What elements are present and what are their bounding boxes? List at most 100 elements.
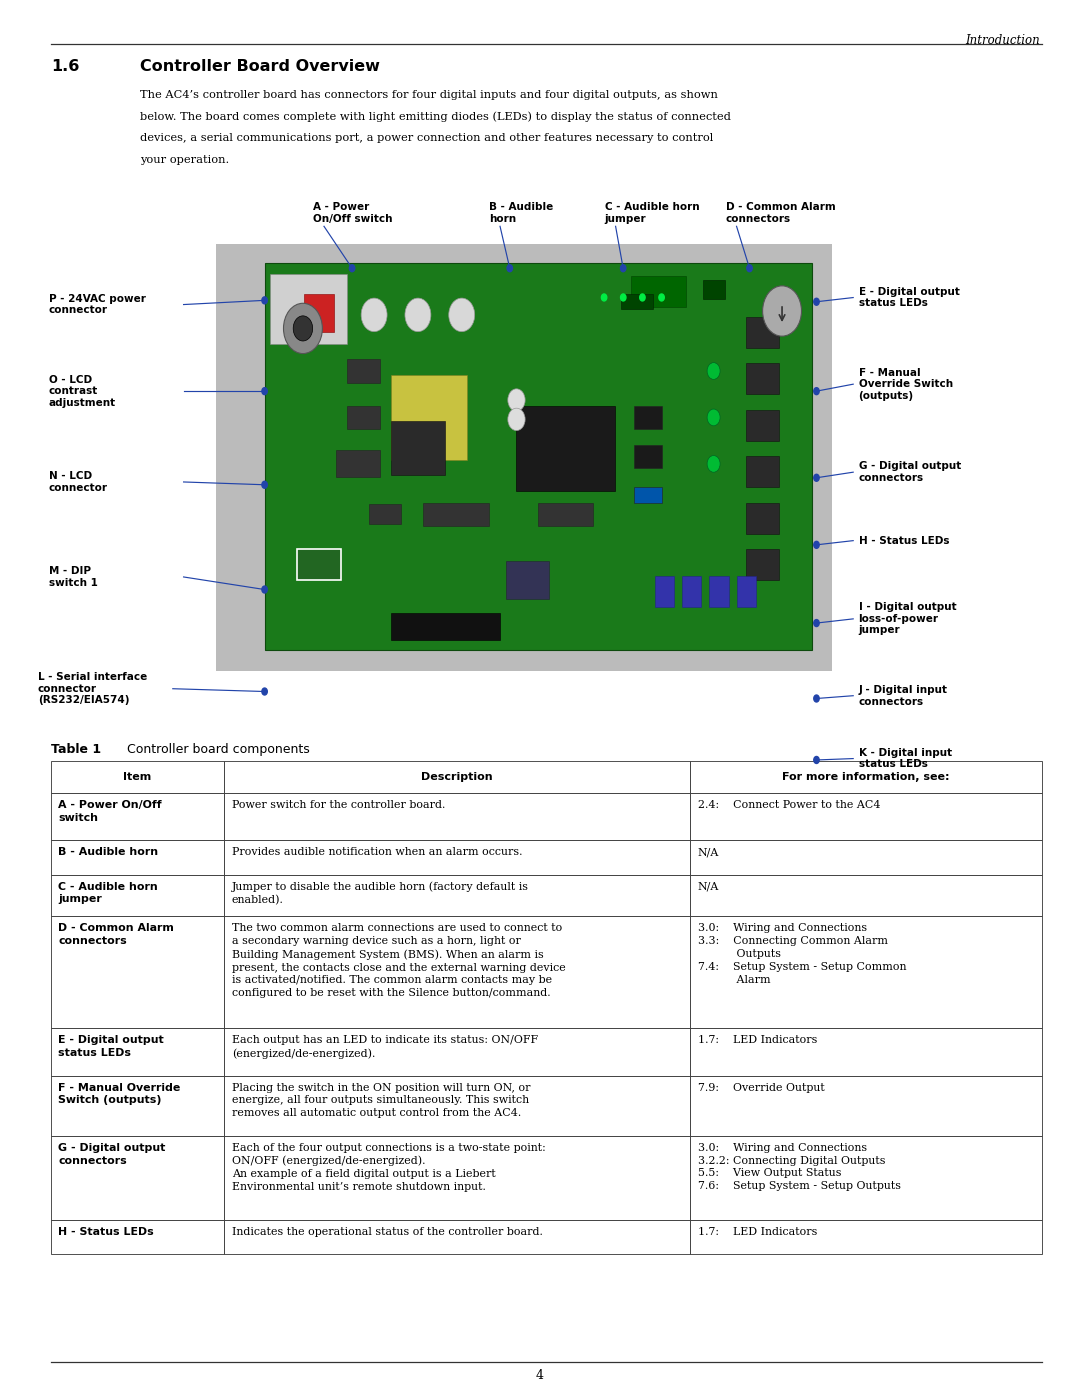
Bar — [347, 359, 379, 383]
Text: 1.7:    LED Indicators: 1.7: LED Indicators — [698, 1035, 818, 1045]
Text: D - Common Alarm
connectors: D - Common Alarm connectors — [726, 203, 836, 224]
Text: devices, a serial communications port, a power connection and other features nec: devices, a serial communications port, a… — [140, 134, 714, 144]
Text: K - Digital input
status LEDs: K - Digital input status LEDs — [859, 747, 951, 770]
Text: 4: 4 — [536, 1369, 544, 1382]
Bar — [51, 793, 225, 841]
Circle shape — [814, 620, 820, 626]
Circle shape — [639, 293, 645, 300]
Text: Indicates the operational status of the controller board.: Indicates the operational status of the … — [232, 1227, 542, 1236]
Circle shape — [262, 481, 268, 489]
Circle shape — [602, 293, 607, 300]
Circle shape — [262, 298, 268, 305]
Bar — [746, 409, 780, 440]
Circle shape — [508, 388, 525, 411]
Text: G - Digital output
connectors: G - Digital output connectors — [859, 461, 961, 483]
Circle shape — [508, 408, 525, 430]
Text: your operation.: your operation. — [140, 155, 230, 165]
Bar — [690, 1220, 1042, 1255]
Bar — [539, 503, 593, 525]
Bar — [423, 503, 489, 525]
Text: L - Serial interface
connector
(RS232/EIA574): L - Serial interface connector (RS232/EI… — [38, 672, 147, 705]
Circle shape — [814, 298, 820, 306]
Bar — [216, 244, 832, 671]
Text: 3.0:    Wiring and Connections
3.2.2: Connecting Digital Outputs
5.5:    View Ou: 3.0: Wiring and Connections 3.2.2: Conne… — [698, 1143, 901, 1192]
Bar — [391, 613, 500, 640]
Bar — [690, 793, 1042, 841]
Circle shape — [262, 388, 268, 395]
Circle shape — [508, 264, 513, 271]
Text: Controller board components: Controller board components — [107, 743, 310, 756]
Bar — [654, 576, 674, 608]
Bar — [51, 916, 225, 1028]
Circle shape — [262, 587, 268, 594]
Text: H - Status LEDs: H - Status LEDs — [859, 535, 949, 546]
Text: I - Digital output
loss-of-power
jumper: I - Digital output loss-of-power jumper — [859, 602, 956, 636]
Text: F - Manual Override
Switch (outputs): F - Manual Override Switch (outputs) — [58, 1083, 180, 1105]
Text: N - LCD
connector: N - LCD connector — [49, 471, 108, 493]
Bar — [225, 875, 690, 916]
Circle shape — [350, 264, 354, 271]
Circle shape — [814, 757, 820, 763]
Bar — [634, 488, 662, 503]
Bar — [225, 1220, 690, 1255]
Circle shape — [449, 298, 475, 331]
Text: B - Audible horn: B - Audible horn — [58, 847, 159, 858]
Bar — [225, 1136, 690, 1220]
Bar — [746, 455, 780, 488]
Text: D - Common Alarm
connectors: D - Common Alarm connectors — [58, 923, 174, 946]
Text: The AC4’s controller board has connectors for four digital inputs and four digit: The AC4’s controller board has connector… — [140, 91, 718, 101]
Bar — [347, 405, 379, 429]
Bar — [621, 293, 653, 309]
Bar — [746, 317, 780, 348]
Text: 1.7:    LED Indicators: 1.7: LED Indicators — [698, 1227, 818, 1236]
Bar — [51, 1136, 225, 1220]
Bar — [710, 576, 729, 608]
Text: The two common alarm connections are used to connect to
a secondary warning devi: The two common alarm connections are use… — [232, 923, 566, 999]
Text: E - Digital output
status LEDs: E - Digital output status LEDs — [859, 286, 959, 309]
Bar — [690, 1136, 1042, 1220]
Circle shape — [620, 264, 626, 271]
Text: A - Power
On/Off switch: A - Power On/Off switch — [313, 203, 393, 224]
Text: G - Digital output
connectors: G - Digital output connectors — [58, 1143, 165, 1165]
Text: Provides audible notification when an alarm occurs.: Provides audible notification when an al… — [232, 847, 523, 858]
Bar — [690, 761, 1042, 793]
Circle shape — [707, 363, 720, 380]
Bar — [225, 1076, 690, 1136]
Text: 1.6: 1.6 — [51, 59, 79, 74]
Bar — [690, 1076, 1042, 1136]
Circle shape — [762, 286, 801, 337]
Text: For more information, see:: For more information, see: — [783, 773, 950, 782]
Circle shape — [814, 475, 820, 481]
Text: Power switch for the controller board.: Power switch for the controller board. — [232, 799, 445, 810]
Bar — [336, 450, 379, 478]
Text: E - Digital output
status LEDs: E - Digital output status LEDs — [58, 1035, 164, 1058]
Text: P - 24VAC power
connector: P - 24VAC power connector — [49, 293, 146, 316]
Text: A - Power On/Off
switch: A - Power On/Off switch — [58, 799, 162, 823]
Text: Controller Board Overview: Controller Board Overview — [140, 59, 380, 74]
Bar — [51, 875, 225, 916]
Bar — [690, 1028, 1042, 1076]
Bar — [746, 363, 780, 394]
Text: Item: Item — [123, 773, 151, 782]
Text: F - Manual
Override Switch
(outputs): F - Manual Override Switch (outputs) — [859, 367, 953, 401]
Text: Table 1: Table 1 — [51, 743, 100, 756]
Text: 3.0:    Wiring and Connections
3.3:    Connecting Common Alarm
           Output: 3.0: Wiring and Connections 3.3: Connect… — [698, 923, 906, 985]
Text: Introduction: Introduction — [966, 35, 1040, 47]
Circle shape — [659, 293, 664, 300]
Bar — [225, 793, 690, 841]
Bar — [305, 293, 335, 332]
Text: Each of the four output connections is a two-state point:
ON/OFF (energized/de-e: Each of the four output connections is a… — [232, 1143, 545, 1192]
Circle shape — [707, 455, 720, 472]
Bar — [391, 422, 445, 475]
Text: Each output has an LED to indicate its status: ON/OFF
(energized/de-energized).: Each output has an LED to indicate its s… — [232, 1035, 538, 1059]
Bar — [270, 274, 347, 344]
Bar — [297, 549, 341, 580]
Bar — [703, 279, 725, 299]
Text: Placing the switch in the ON position will turn ON, or
energize, all four output: Placing the switch in the ON position wi… — [232, 1083, 530, 1118]
Text: M - DIP
switch 1: M - DIP switch 1 — [49, 566, 97, 588]
Circle shape — [361, 298, 387, 331]
Circle shape — [746, 264, 752, 271]
Text: N/A: N/A — [698, 882, 719, 891]
Text: H - Status LEDs: H - Status LEDs — [58, 1227, 154, 1236]
Bar — [368, 504, 402, 524]
